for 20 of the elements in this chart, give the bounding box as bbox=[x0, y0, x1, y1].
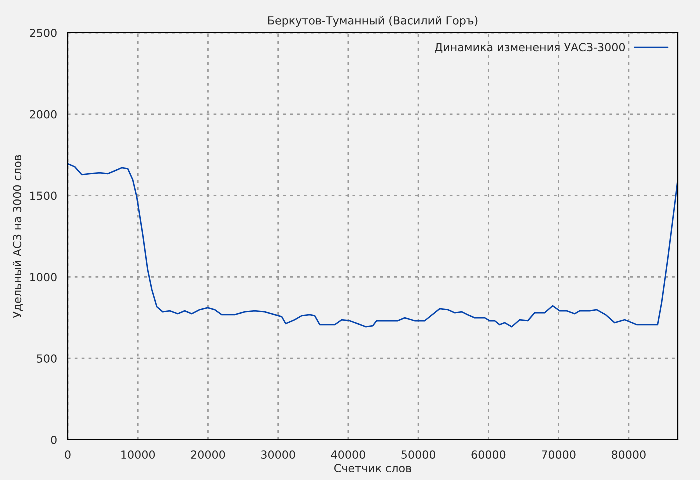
y-axis-title: Удельный АСЗ на 3000 слов bbox=[13, 155, 23, 318]
x-tick-label: 70000 bbox=[542, 450, 576, 460]
y-tick-label: 1500 bbox=[30, 192, 57, 200]
x-tick-label: 10000 bbox=[122, 450, 156, 460]
x-tick-label: 0 bbox=[65, 450, 71, 460]
line-series bbox=[68, 163, 678, 328]
legend-label: Динамика изменения УАСЗ-3000 bbox=[435, 43, 626, 54]
x-tick-label: 80000 bbox=[612, 450, 646, 460]
x-tick-label: 20000 bbox=[191, 450, 226, 460]
x-tick-label: 30000 bbox=[262, 450, 296, 460]
x-tick-label: 40000 bbox=[331, 450, 366, 460]
y-tick-label: 500 bbox=[37, 354, 57, 363]
x-tick-label: 50000 bbox=[402, 450, 436, 460]
y-tick-label: 0 bbox=[51, 436, 57, 444]
y-tick-label: 1000 bbox=[30, 273, 57, 282]
y-tick-label: 2000 bbox=[30, 110, 57, 119]
y-tick-label: 2500 bbox=[30, 28, 57, 38]
x-axis-title: Счетчик слов bbox=[334, 464, 412, 473]
x-tick-label: 60000 bbox=[472, 450, 506, 460]
chart-title: Беркутов-Туманный (Василий Горъ) bbox=[268, 16, 478, 27]
